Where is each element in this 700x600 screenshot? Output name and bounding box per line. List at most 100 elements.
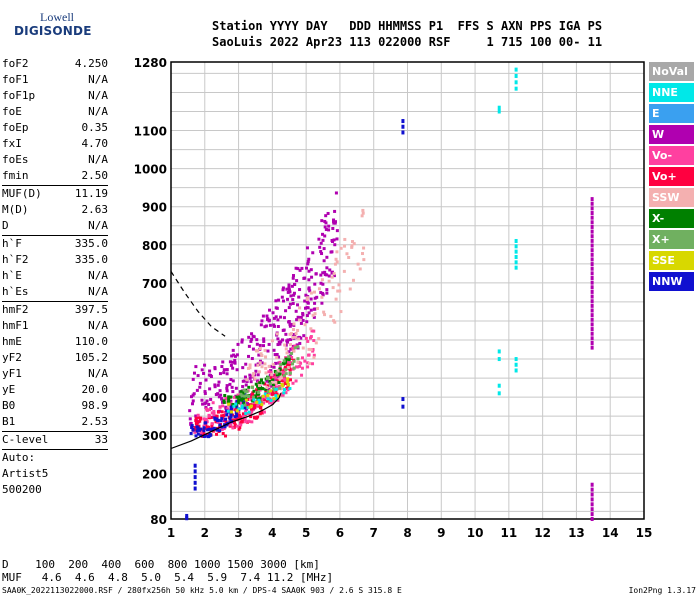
param-name: hmE <box>2 335 22 348</box>
echo-point <box>233 423 237 427</box>
echo-point <box>590 345 594 350</box>
echo-point <box>203 363 207 367</box>
echo-point <box>331 286 335 290</box>
echo-point <box>190 402 194 406</box>
echo-point <box>269 364 273 368</box>
echo-point <box>269 376 273 380</box>
echo-point <box>590 317 594 322</box>
echo-point <box>590 340 594 345</box>
echo-point <box>220 428 224 432</box>
echo-point <box>284 357 288 361</box>
param-value: 335.0 <box>74 253 108 266</box>
echo-point <box>216 410 220 414</box>
echo-point <box>322 247 326 251</box>
echo-point <box>222 371 226 375</box>
echo-point <box>292 366 296 370</box>
echo-point <box>356 262 360 266</box>
echo-point <box>242 396 246 400</box>
echo-point <box>193 425 197 429</box>
version-label: Ion2Png 1.3.17 <box>628 586 696 595</box>
echo-point <box>235 405 239 409</box>
echo-point <box>282 374 286 378</box>
echo-point <box>252 398 256 402</box>
echo-point <box>514 357 518 362</box>
echo-point <box>246 397 250 401</box>
echo-point <box>242 388 246 392</box>
echo-point <box>304 336 308 340</box>
echo-point <box>272 365 276 369</box>
echo-point <box>273 353 277 357</box>
echo-point <box>200 398 204 402</box>
param-value: N/A <box>88 105 108 118</box>
echo-point <box>287 358 291 362</box>
echo-point <box>185 516 189 521</box>
echo-point <box>289 347 293 351</box>
echo-point <box>333 262 337 266</box>
param-value: N/A <box>88 285 108 298</box>
echo-point <box>313 296 317 300</box>
echo-point <box>241 366 245 370</box>
param-row: h`F 335.0 <box>2 236 108 252</box>
echo-point <box>250 420 254 424</box>
echo-point <box>198 381 202 385</box>
echo-point <box>321 238 325 242</box>
echo-point <box>272 373 276 377</box>
echo-point <box>266 384 270 388</box>
echo-point <box>309 348 313 352</box>
y-tick-label: 1000 <box>134 163 167 177</box>
param-name: yE <box>2 383 16 396</box>
echo-point <box>514 67 518 72</box>
echo-point <box>312 307 316 311</box>
echo-point <box>300 366 304 370</box>
echo-point <box>191 427 195 431</box>
echo-point <box>305 246 309 250</box>
echo-point <box>278 342 282 346</box>
echo-point <box>251 385 255 389</box>
echo-point <box>263 325 267 329</box>
echo-point <box>211 415 215 419</box>
param-value: N/A <box>88 153 108 166</box>
legend-item: Vo+ <box>649 167 694 186</box>
param-row: MUF(D) 11.19 <box>2 186 108 202</box>
echo-point <box>234 411 238 415</box>
echo-point <box>245 407 249 411</box>
echo-point <box>230 410 234 414</box>
echo-point <box>242 402 246 406</box>
echo-point <box>497 357 501 362</box>
echo-point <box>288 371 292 375</box>
echo-point <box>590 229 594 234</box>
echo-point <box>303 299 307 303</box>
echo-point <box>278 365 282 369</box>
echo-point <box>335 229 339 233</box>
echo-point <box>203 390 207 394</box>
echo-point <box>214 393 218 397</box>
echo-point <box>323 225 327 229</box>
echo-point <box>299 336 303 340</box>
param-row: hmE 110.0 <box>2 334 108 350</box>
echo-point <box>194 365 198 369</box>
echo-point <box>281 393 285 397</box>
echo-point <box>235 395 239 399</box>
param-name: foF2 <box>2 57 29 70</box>
echo-point <box>222 427 226 431</box>
echo-point <box>321 232 325 236</box>
echo-point <box>317 237 321 241</box>
echo-point <box>260 365 264 369</box>
echo-point <box>590 492 594 497</box>
echo-point <box>224 411 228 415</box>
echo-point <box>262 401 266 405</box>
x-tick-label: 14 <box>602 526 619 540</box>
header-row-labels: Station YYYY DAY DDD HHMMSS P1 FFS S AXN… <box>212 19 603 33</box>
echo-point <box>284 343 288 347</box>
echo-point <box>220 397 224 401</box>
echo-point <box>319 273 323 277</box>
echo-point <box>258 401 262 405</box>
echo-point <box>244 411 248 415</box>
param-name: foEp <box>2 121 29 134</box>
echo-point <box>309 327 313 331</box>
param-value: 33 <box>94 433 108 446</box>
echo-point <box>188 417 192 421</box>
echo-point <box>268 382 272 386</box>
echo-point <box>245 412 249 416</box>
